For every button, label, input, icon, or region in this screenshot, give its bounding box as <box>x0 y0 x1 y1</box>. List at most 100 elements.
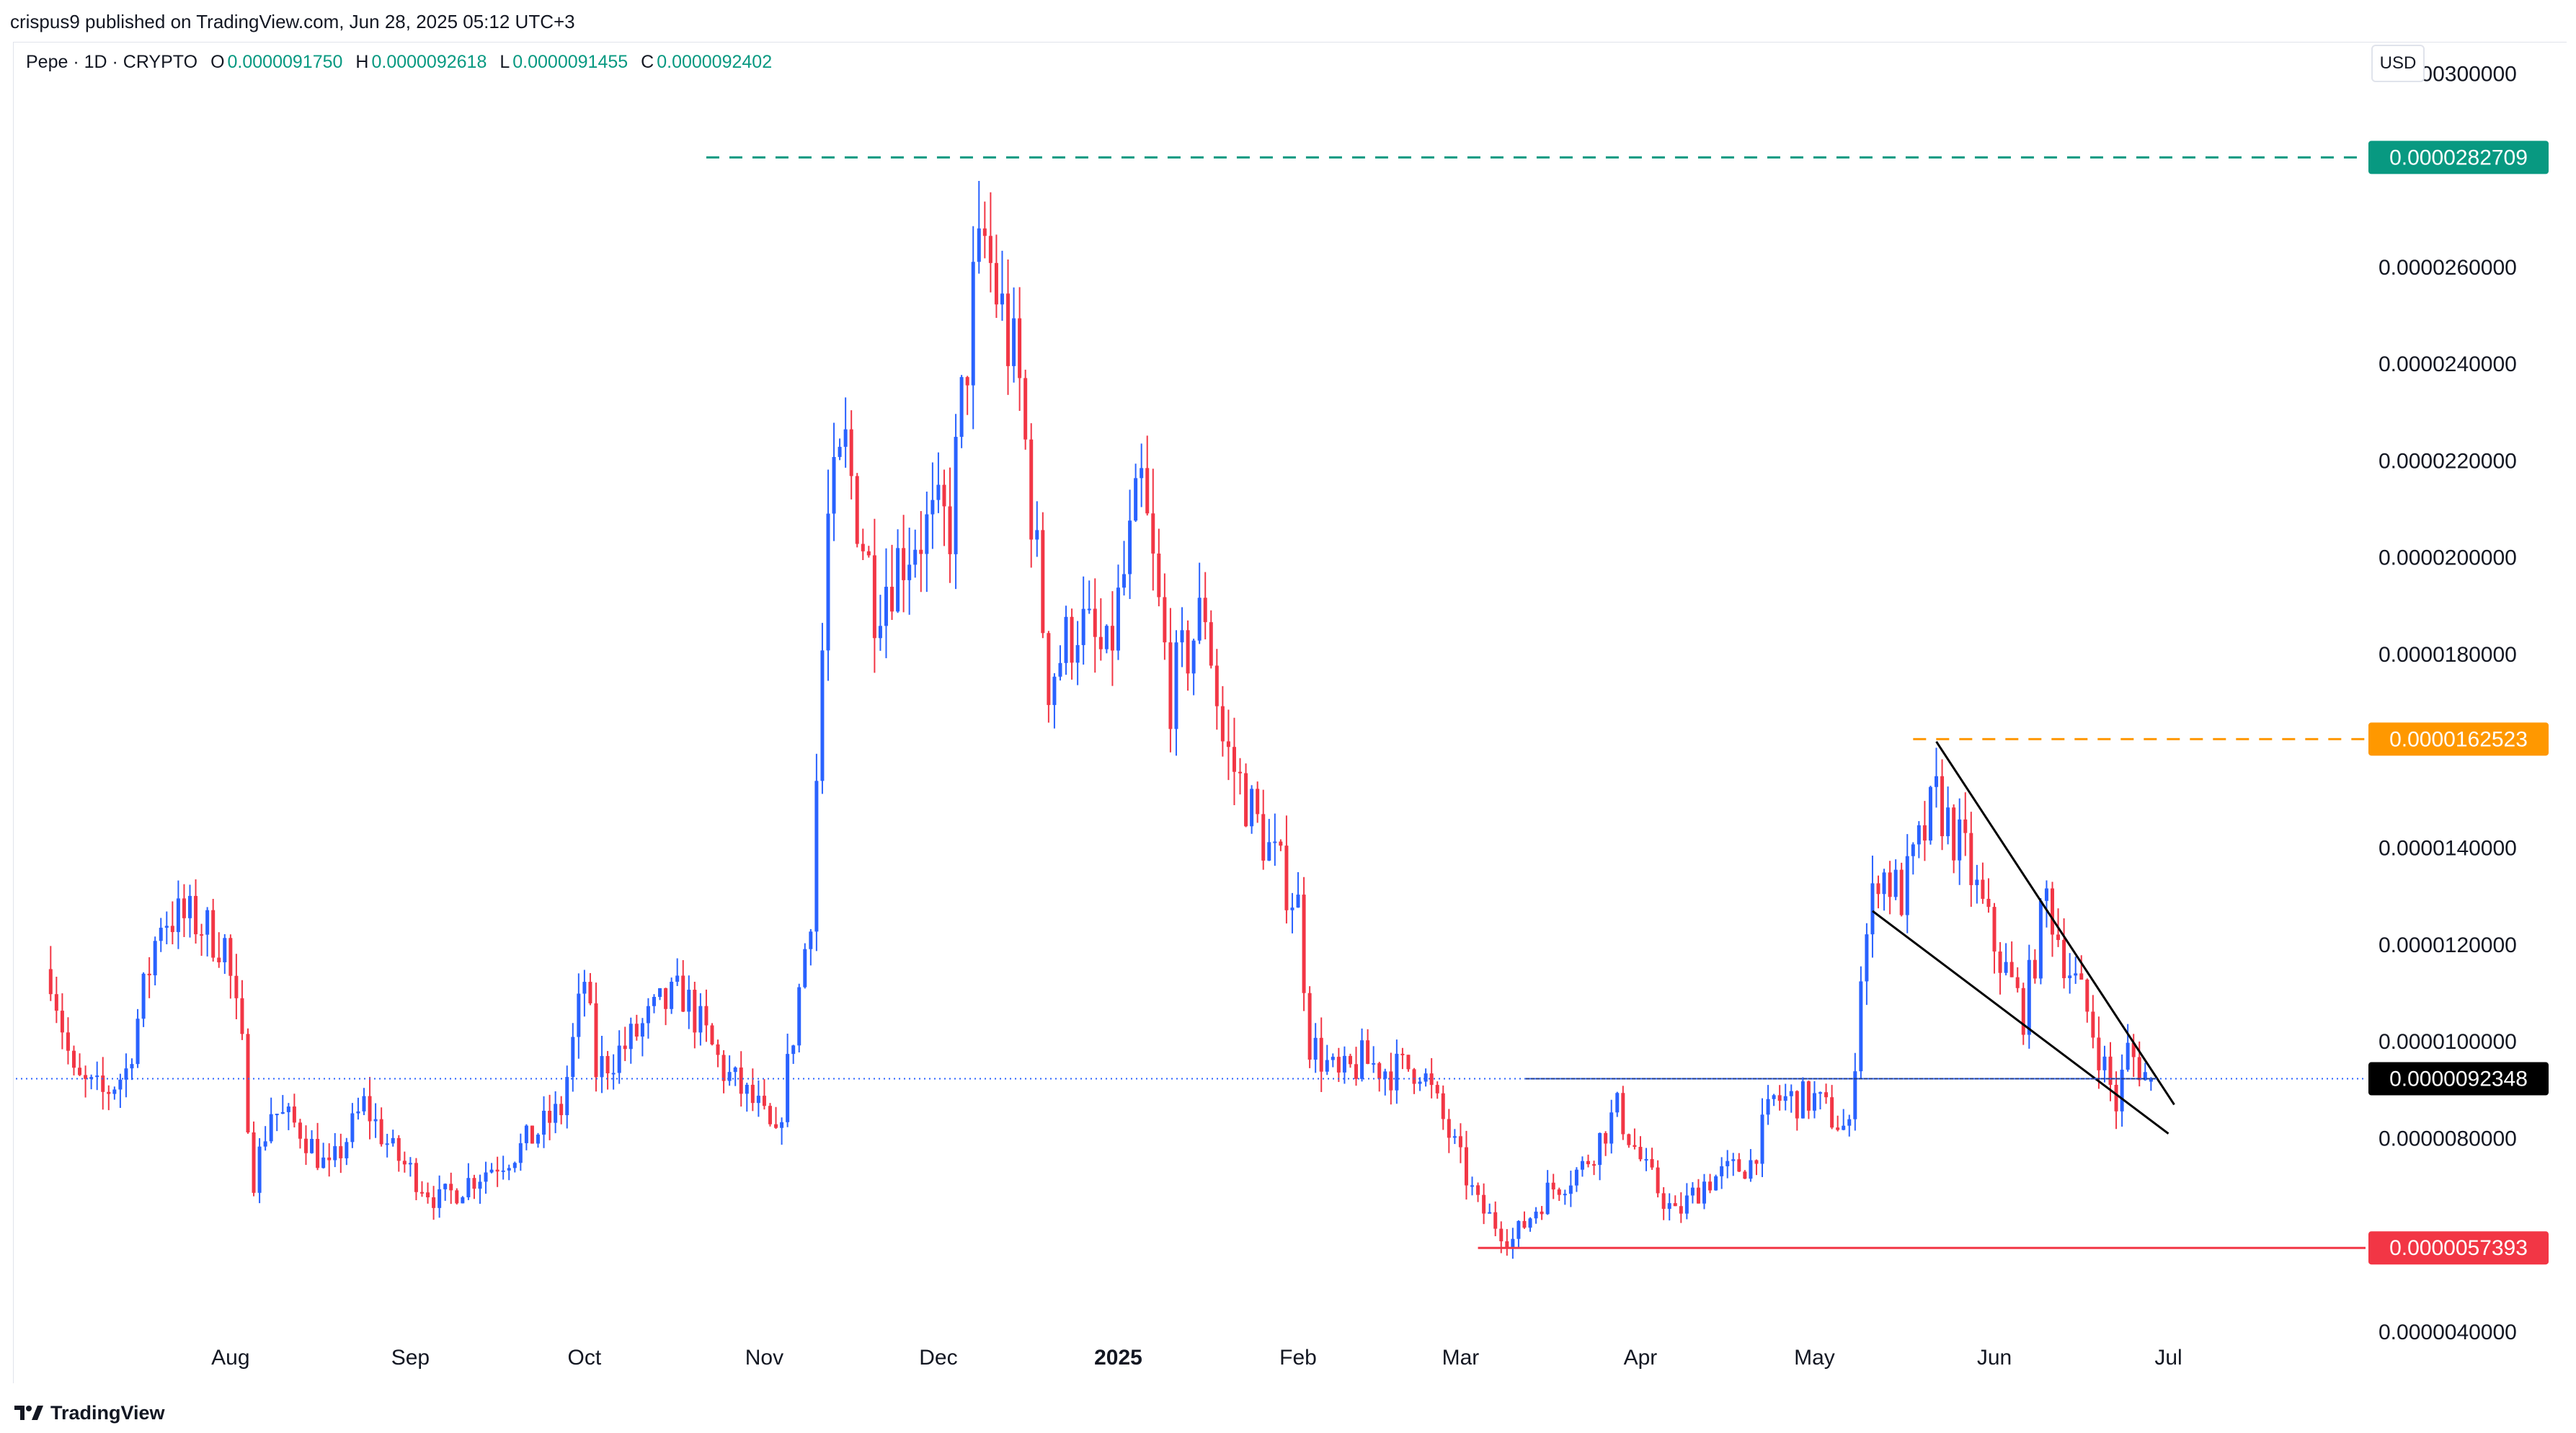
candle-body <box>670 981 674 1009</box>
price-level-badge <box>2368 1231 2549 1265</box>
candle-body <box>1760 1114 1764 1164</box>
candle-body <box>693 990 697 1033</box>
time-axis: Aug Sep Oct Nov Dec 2025 Feb Mar Apr May Jun Jul <box>211 1346 2182 1370</box>
candle-body <box>1476 1185 1480 1195</box>
candle-body <box>472 1178 476 1189</box>
candle-body <box>1853 1071 1857 1119</box>
candle-body <box>1383 1071 1387 1079</box>
candle-body <box>646 1006 650 1024</box>
time-tick-label: Aug <box>211 1346 249 1370</box>
candle-body <box>280 1112 285 1114</box>
candle-body <box>1609 1112 1614 1144</box>
candle-body <box>1870 883 1875 935</box>
candle-body <box>1661 1193 1666 1210</box>
time-tick-label: May <box>1794 1346 1835 1370</box>
price-tick-label: 0.0000040000 <box>2379 1321 2517 1344</box>
candle-body <box>518 1143 523 1163</box>
candle-body <box>1307 993 1312 1060</box>
candle-body <box>257 1146 262 1193</box>
candle-body <box>1633 1145 1637 1148</box>
candle-body <box>269 1114 273 1142</box>
candle-body <box>426 1192 430 1198</box>
candle-body <box>1284 846 1289 910</box>
candle-body <box>2091 1011 2095 1038</box>
price-tick-label: 0.0000240000 <box>2379 352 2517 376</box>
plot-area[interactable] <box>13 42 2567 1383</box>
price-level-badge <box>2368 1062 2549 1096</box>
candle-body <box>1174 642 1178 729</box>
candle-body <box>977 228 981 262</box>
candle-body <box>849 429 853 476</box>
candle-body <box>936 484 941 500</box>
candle-body <box>60 1011 64 1033</box>
candle-body <box>855 476 859 544</box>
candle-body <box>1360 1040 1364 1079</box>
candle-body <box>809 931 813 949</box>
candle-body <box>716 1044 720 1055</box>
candle-body <box>205 910 210 935</box>
time-tick-label: Jun <box>1977 1346 2012 1370</box>
candle-body <box>2143 1072 2147 1081</box>
symbol-name[interactable]: Pepe · 1D · CRYPTO <box>26 51 198 72</box>
candle-body <box>1064 616 1068 663</box>
candle-body <box>1290 908 1294 910</box>
candle-body <box>1226 741 1230 747</box>
candle-body <box>1400 1053 1405 1055</box>
candle-body <box>832 456 836 514</box>
candle-body <box>1488 1212 1492 1214</box>
candle-body <box>1893 869 1898 897</box>
candles-layer <box>48 181 2153 1259</box>
candle-body <box>994 262 998 305</box>
candle-body <box>1406 1055 1411 1070</box>
candle-body <box>1708 1181 1713 1191</box>
price-level-label: 0.0000057393 <box>2389 1236 2528 1260</box>
candle-body <box>316 1139 320 1168</box>
candle-body <box>1859 981 1863 1072</box>
candle-body <box>2033 959 2037 979</box>
candle-body <box>1540 1211 1544 1215</box>
candle-body <box>1018 318 1022 378</box>
candle-body <box>1922 825 1927 841</box>
candle-body <box>147 973 151 976</box>
price-tick-label: 0.0000220000 <box>2379 449 2517 473</box>
candle-body <box>826 513 830 651</box>
candle-body <box>1302 895 1306 993</box>
price-tick-label: 0.0000260000 <box>2379 256 2517 280</box>
candle-body <box>1168 642 1173 729</box>
candle-body <box>512 1163 517 1168</box>
candle-body <box>1777 1095 1782 1101</box>
candle-body <box>89 1077 94 1079</box>
tradingview-brand[interactable]: TradingView <box>14 1400 165 1426</box>
candle-body <box>797 987 801 1046</box>
candle-body <box>756 1096 760 1104</box>
candle-body <box>1220 706 1225 742</box>
candle-body <box>629 1024 633 1050</box>
candle-body <box>2056 934 2061 941</box>
candle-body <box>948 506 952 554</box>
candle-body <box>907 564 912 580</box>
candle-body <box>721 1055 726 1081</box>
candle-body <box>698 1006 703 1033</box>
candle-body <box>2097 1037 2101 1070</box>
currency-selector[interactable]: USD <box>2371 45 2425 82</box>
candle-body <box>1035 530 1039 540</box>
currency-label: USD <box>2379 53 2417 73</box>
candle-body <box>1012 318 1016 366</box>
candle-body <box>1726 1161 1730 1166</box>
candle-body <box>902 548 906 580</box>
candle-body <box>565 1077 569 1116</box>
candle-body <box>588 982 592 1003</box>
candle-body <box>362 1096 366 1112</box>
candle-body <box>687 990 691 1012</box>
candle-body <box>2009 962 2014 977</box>
candle-body <box>1696 1187 1700 1204</box>
time-tick-label: 2025 <box>1094 1346 1142 1370</box>
candle-body <box>1731 1159 1736 1161</box>
candle-body <box>1981 879 1985 899</box>
candle-body <box>1684 1195 1689 1214</box>
candle-body <box>136 1019 140 1065</box>
candle-body <box>200 934 204 936</box>
candle-body <box>368 1096 372 1122</box>
candle-body <box>396 1137 401 1161</box>
